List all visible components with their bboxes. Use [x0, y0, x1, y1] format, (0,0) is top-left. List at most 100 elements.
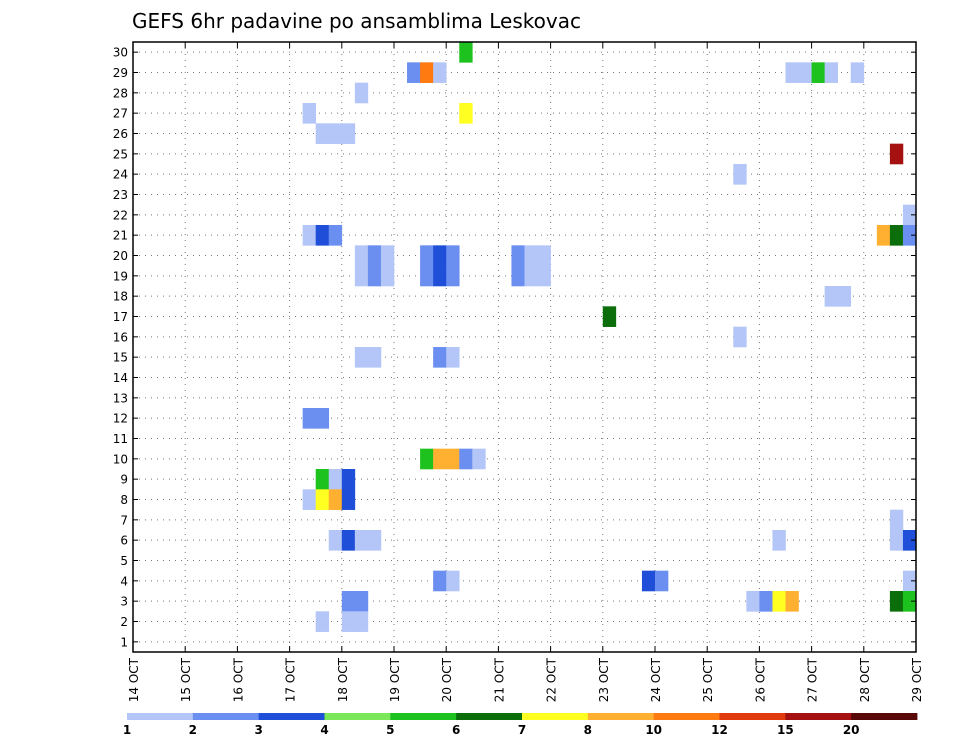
precip-cell [328, 489, 343, 510]
x-tick-label: 27 OCT [806, 657, 820, 702]
colorbar-label: 15 [777, 723, 794, 737]
y-tick-label: 1 [120, 635, 128, 649]
precip-cell [811, 62, 825, 83]
precip-cell [459, 42, 473, 63]
precip-cell [302, 103, 316, 124]
precip-cell [446, 347, 460, 368]
precip-cell [459, 448, 473, 470]
y-tick-label: 7 [120, 513, 128, 527]
colorbar: 1 2 3 4 5 6 7 8 10 12 15 20 [123, 713, 918, 737]
precip-cell [772, 530, 786, 551]
colorbar-label: 10 [645, 723, 662, 737]
precip-cell [602, 306, 617, 327]
colorbar-swatch [192, 713, 260, 720]
precip-cell [824, 286, 838, 307]
colorbar-swatch [390, 713, 457, 720]
colorbar-swatch [258, 713, 325, 720]
precip-cell [433, 448, 447, 470]
precip-cell [367, 245, 382, 266]
precip-cell [837, 286, 852, 307]
colorbar-label: 8 [584, 723, 592, 737]
y-tick-label: 13 [113, 391, 128, 405]
precip-cell [367, 530, 382, 551]
precip-cell [420, 448, 434, 470]
precip-cell [341, 611, 356, 632]
precip-cell [367, 265, 382, 287]
precip-cell [785, 591, 799, 612]
precip-cell [354, 245, 369, 266]
precip-cell [420, 265, 434, 287]
precip-cell [889, 143, 904, 165]
y-tick-label: 6 [120, 534, 128, 548]
colorbar-label: 3 [254, 723, 262, 737]
plot-frame [132, 41, 917, 653]
colorbar-label: 7 [518, 723, 526, 737]
precip-cell [328, 469, 343, 490]
precip-cell [459, 103, 473, 124]
precip-cell [354, 530, 369, 551]
colorbar-swatch [522, 713, 589, 720]
colorbar-label: 20 [843, 723, 860, 737]
precip-cell [446, 448, 460, 470]
precip-cell [733, 164, 747, 185]
y-tick-label: 30 [113, 46, 128, 60]
precip-cell [889, 509, 904, 531]
precip-cells [302, 42, 917, 632]
precip-cell [446, 265, 460, 287]
precip-cell [380, 265, 395, 287]
precip-cell [315, 489, 330, 510]
y-tick-label: 25 [113, 147, 128, 161]
x-tick-label: 29 OCT [910, 657, 924, 702]
precip-cell [902, 530, 917, 551]
y-tick-label: 4 [120, 574, 128, 588]
precip-cell [902, 204, 917, 226]
precip-cell [354, 82, 369, 104]
y-tick-label: 15 [113, 351, 128, 365]
x-tick-label: 16 OCT [231, 657, 245, 702]
precip-cell [798, 62, 812, 83]
chart-title: GEFS 6hr padavine po ansamblima Leskovac [132, 9, 581, 33]
x-tick-label: 20 OCT [440, 657, 454, 702]
precip-cell [341, 591, 356, 612]
y-tick-label: 29 [113, 66, 128, 80]
y-tick-label: 28 [113, 86, 128, 100]
chart-grid [132, 42, 917, 652]
y-tick-label: 17 [113, 310, 128, 324]
colorbar-label: 2 [189, 723, 197, 737]
precip-cell [537, 245, 551, 266]
colorbar-swatch [785, 713, 852, 720]
precip-cell [420, 245, 434, 266]
precip-cell [328, 530, 343, 551]
precip-cell [785, 62, 799, 83]
precip-cell [433, 570, 447, 592]
colorbar-swatch [456, 713, 523, 720]
precip-cell [446, 570, 460, 592]
precip-cell [772, 591, 786, 612]
colorbar-label: 4 [320, 723, 328, 737]
x-tick-label: 17 OCT [284, 657, 298, 702]
y-tick-label: 5 [120, 554, 128, 568]
y-tick-label: 3 [120, 595, 128, 609]
x-tick-label: 14 OCT [127, 657, 141, 702]
precip-cell [641, 570, 656, 592]
x-tick-label: 26 OCT [753, 657, 767, 702]
colorbar-label: 1 [123, 723, 131, 737]
precip-cell [302, 408, 316, 429]
y-tick-label: 12 [113, 412, 128, 426]
y-tick-label: 19 [113, 269, 128, 283]
precip-cell [420, 62, 434, 83]
precip-cell [902, 591, 917, 612]
precip-cell [315, 408, 330, 429]
y-tick-label: 8 [120, 493, 128, 507]
precip-cell [354, 591, 369, 612]
precip-cell [328, 225, 343, 246]
colorbar-swatch [719, 713, 786, 720]
precip-cell [759, 591, 773, 612]
precip-cell [902, 225, 917, 246]
precip-cell [524, 245, 538, 266]
precip-cell [341, 489, 356, 510]
x-tick-label: 19 OCT [388, 657, 402, 702]
x-tick-label: 22 OCT [545, 657, 559, 702]
precip-cell [367, 347, 382, 368]
